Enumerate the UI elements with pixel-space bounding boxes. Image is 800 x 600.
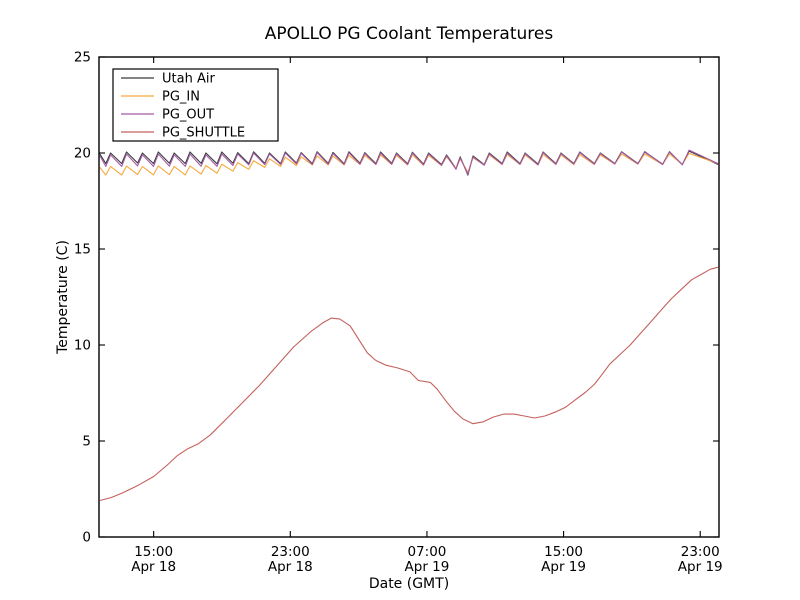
x-tick-label-time: 07:00: [407, 544, 446, 560]
x-tick-label-time: 15:00: [134, 544, 173, 560]
legend-item-utah-air: Utah Air: [121, 72, 215, 87]
chart-title: APOLLO PG Coolant Temperatures: [264, 24, 554, 44]
plot-frame: [98, 56, 720, 538]
series-pg-shuttle: [99, 266, 719, 502]
y-tick-label: 25: [74, 50, 91, 66]
x-tick-label-date: Apr 19: [405, 559, 450, 575]
x-axis-label: Date (GMT): [368, 576, 450, 592]
y-tick-label: 5: [82, 434, 91, 450]
legend-item-pg-in: PG_IN: [121, 90, 200, 105]
legend-label-pg-out: PG_OUT: [162, 108, 214, 123]
series-group: [99, 149, 719, 502]
x-tick-label-date: Apr 18: [131, 559, 176, 575]
legend: Utah Air PG_IN PG_OUT PG_SHUTTLE: [112, 68, 279, 142]
x-tick-label-date: Apr 18: [268, 559, 313, 575]
x-tick-label-date: Apr 19: [541, 559, 586, 575]
legend-label-utah-air: Utah Air: [162, 72, 215, 87]
x-tick-label-time: 23:00: [681, 544, 720, 560]
x-tick-label-time: 15:00: [544, 544, 583, 560]
legend-box: [112, 68, 279, 142]
y-tick-label: 0: [82, 530, 91, 546]
series-pg-out: [99, 149, 719, 175]
legend-item-pg-out: PG_OUT: [121, 108, 214, 123]
legend-label-pg-in: PG_IN: [162, 90, 200, 105]
x-tick-label-date: Apr 19: [678, 559, 723, 575]
y-tick-label: 15: [74, 242, 91, 258]
x-tick-label-time: 23:00: [271, 544, 310, 560]
y-tick-label: 20: [74, 146, 91, 162]
legend-item-pg-shuttle: PG_SHUTTLE: [121, 126, 245, 141]
y-tick-label: 10: [74, 338, 91, 354]
legend-label-pg-shuttle: PG_SHUTTLE: [162, 126, 245, 141]
